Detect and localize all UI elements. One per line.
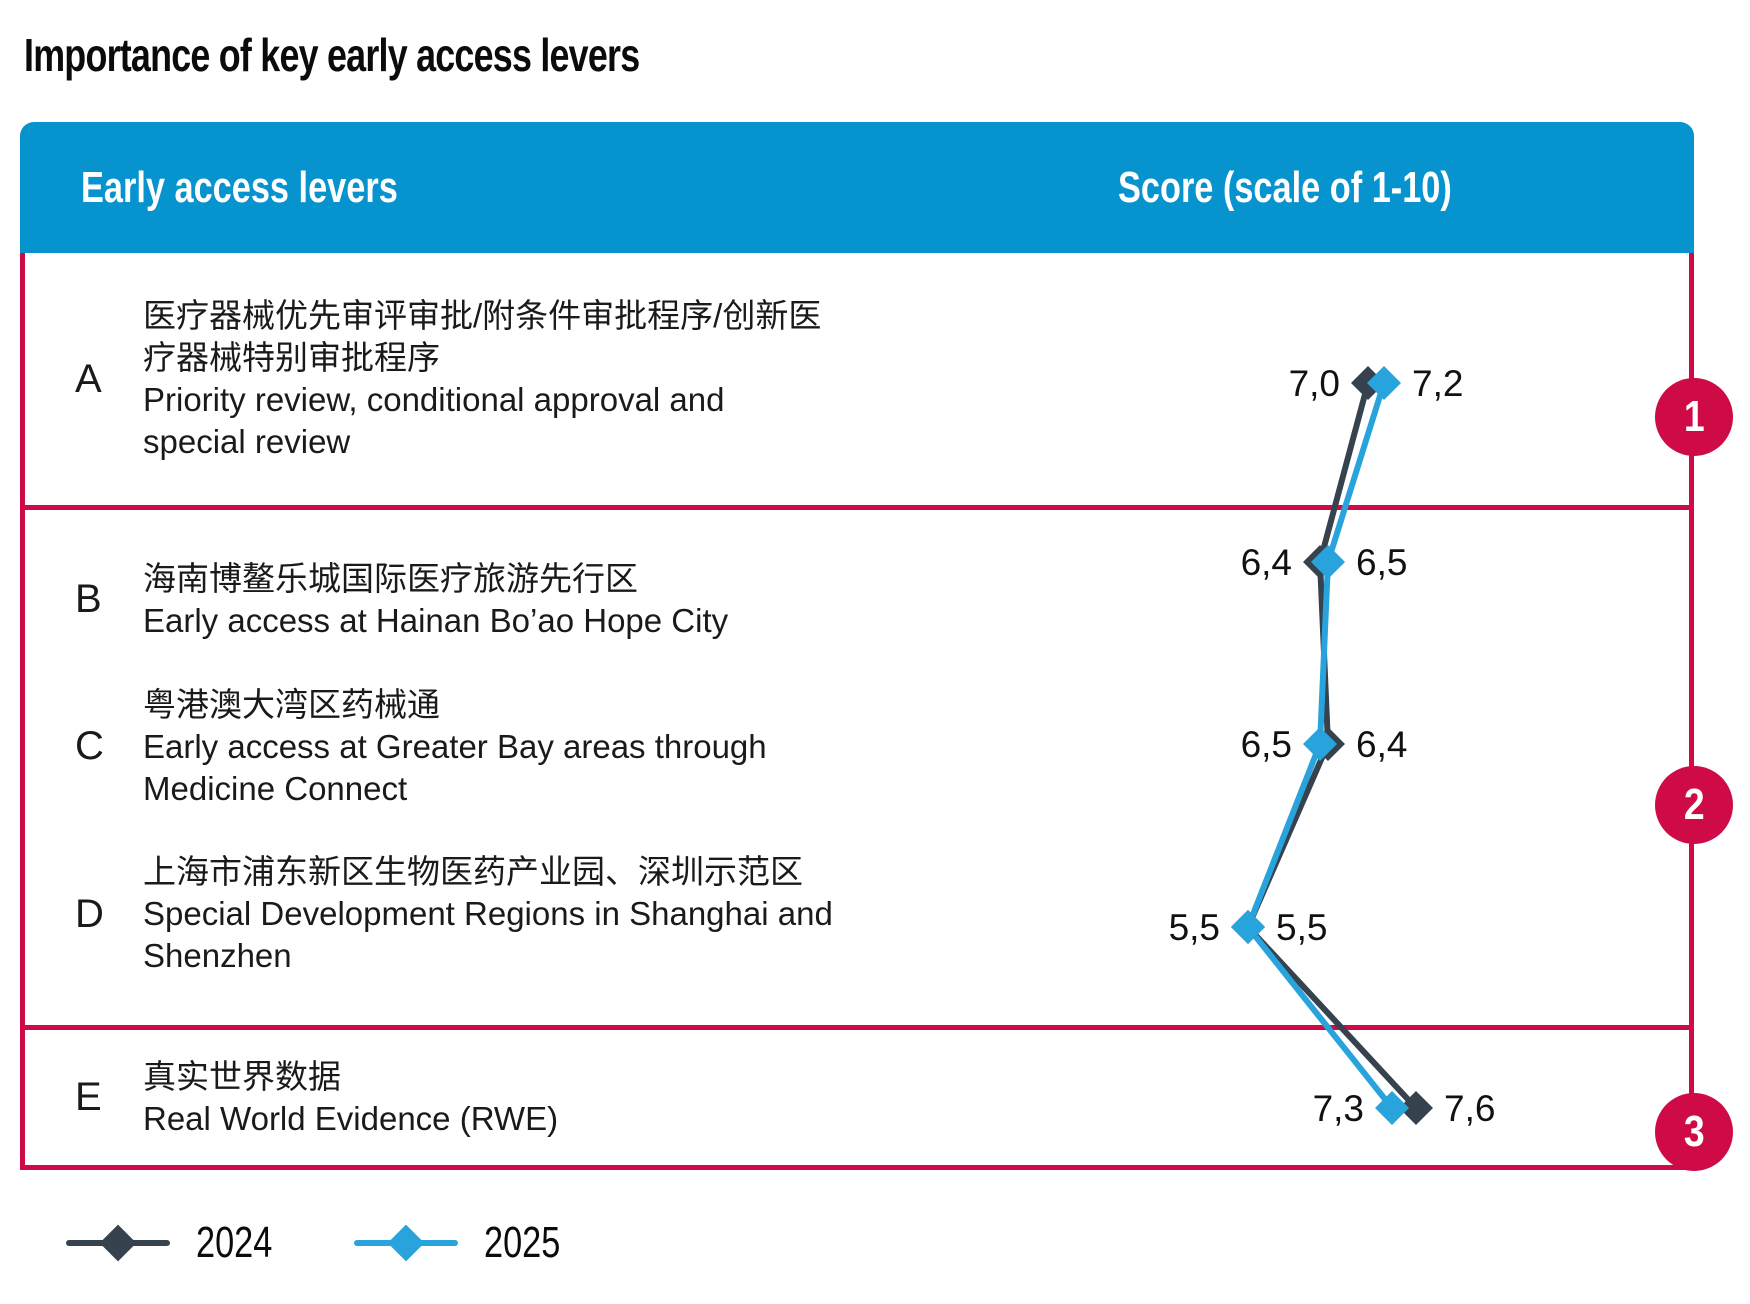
- table-section-2: B 海南博鳌乐城国际医疗旅游先行区 Early access at Hainan…: [25, 505, 1689, 1025]
- levers-table: Early access levers Score (scale of 1-10…: [20, 122, 1733, 1171]
- legend-marker-2025: [353, 1224, 458, 1262]
- table-row-b: B 海南博鳌乐城国际医疗旅游先行区 Early access at Hainan…: [25, 558, 1689, 642]
- row-letter: E: [75, 1075, 102, 1119]
- row-label-en: Early access at Hainan Bo’ao Hope City: [143, 601, 729, 639]
- legend-marker-2024: [66, 1224, 170, 1262]
- row-label-en: Special Development Regions in Shanghai …: [143, 895, 833, 975]
- legend-diamond-icon-2024: [99, 1224, 137, 1262]
- row-letter: D: [75, 891, 104, 936]
- page-title-text: Importance of key early access levers: [24, 29, 640, 81]
- legend-item-2025: 2025: [353, 1218, 582, 1268]
- row-letter: A: [75, 356, 102, 401]
- page-title: Importance of key early access levers: [24, 28, 813, 82]
- chart-legend: 2024 2025: [66, 1218, 582, 1268]
- row-label: 真实世界数据 Real World Evidence (RWE): [143, 1056, 833, 1140]
- legend-label-2025: 2025: [483, 1218, 561, 1267]
- group-badge-1: 1: [1655, 378, 1733, 456]
- table-row-e: E 真实世界数据 Real World Evidence (RWE): [25, 1056, 1689, 1140]
- row-label-zh: 上海市浦东新区生物医药产业园、深圳示范区: [143, 853, 803, 891]
- group-badge-2: 2: [1655, 766, 1733, 844]
- group-badge-3: 3: [1655, 1093, 1733, 1171]
- row-letter: B: [75, 577, 102, 622]
- table-row-c: C 粤港澳大湾区药械通 Early access at Greater Bay …: [25, 684, 1689, 810]
- row-label-zh: 海南博鳌乐城国际医疗旅游先行区: [143, 559, 638, 597]
- table-row-d: D 上海市浦东新区生物医药产业园、深圳示范区 Special Developme…: [25, 851, 1689, 977]
- legend-diamond-icon-2025: [387, 1224, 425, 1262]
- table-row-a: A 医疗器械优先审评审批/附条件审批程序/创新医疗器械特别审批程序 Priori…: [25, 295, 1689, 463]
- row-label-en: Real World Evidence (RWE): [143, 1099, 559, 1137]
- row-letter: C: [75, 724, 104, 768]
- row-label: 医疗器械优先审评审批/附条件审批程序/创新医疗器械特别审批程序 Priority…: [143, 295, 833, 463]
- legend-label-2024: 2024: [196, 1218, 273, 1267]
- legend-item-2024: 2024: [66, 1218, 294, 1268]
- column-header-score: Score (scale of 1-10): [1118, 162, 1452, 212]
- row-label: 粤港澳大湾区药械通 Early access at Greater Bay ar…: [143, 684, 833, 810]
- row-label: 上海市浦东新区生物医药产业园、深圳示范区 Special Development…: [143, 851, 833, 977]
- table-section-3: E 真实世界数据 Real World Evidence (RWE): [25, 1025, 1689, 1165]
- table-header: Early access levers Score (scale of 1-10…: [20, 122, 1694, 253]
- column-header-levers: Early access levers: [81, 162, 398, 212]
- row-label-en: Early access at Greater Bay areas throug…: [143, 727, 767, 807]
- row-label-en: Priority review, conditional approval an…: [143, 381, 725, 460]
- table-body: A 医疗器械优先审评审批/附条件审批程序/创新医疗器械特别审批程序 Priori…: [20, 253, 1694, 1170]
- row-label-zh: 医疗器械优先审评审批/附条件审批程序/创新医疗器械特别审批程序: [143, 297, 822, 376]
- row-label: 海南博鳌乐城国际医疗旅游先行区 Early access at Hainan B…: [143, 558, 833, 642]
- table-section-1: A 医疗器械优先审评审批/附条件审批程序/创新医疗器械特别审批程序 Priori…: [25, 253, 1689, 505]
- row-label-zh: 粤港澳大湾区药械通: [143, 685, 440, 723]
- row-label-zh: 真实世界数据: [143, 1057, 341, 1095]
